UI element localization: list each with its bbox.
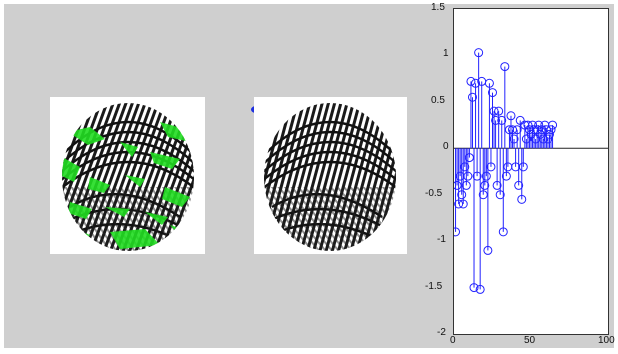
stem-marker: [464, 153, 474, 163]
stem-marker: [481, 171, 491, 181]
stem-marker: [484, 78, 494, 88]
stem-marker: [534, 120, 544, 130]
stem-marker: [474, 48, 484, 58]
y-tick-label: -1: [437, 234, 446, 246]
stem-marker: [454, 227, 461, 237]
y-tick-label: 0: [443, 141, 449, 153]
stem-marker: [492, 180, 502, 190]
stem-marker: [532, 125, 542, 135]
stem-marker: [498, 227, 508, 237]
stem-marker: [528, 120, 538, 130]
stem-marker: [469, 283, 479, 293]
stem-marker: [488, 88, 497, 98]
stem-marker: [537, 125, 547, 135]
stem-marker: [461, 180, 471, 190]
y-tick-label: -1.5: [425, 280, 443, 292]
stem-marker: [517, 194, 527, 204]
stem-marker: [466, 76, 476, 86]
stem-marker: [500, 62, 510, 72]
stem-marker: [518, 162, 528, 172]
fingerprint-right-svg: [264, 103, 396, 251]
x-tick-label: 0: [450, 335, 456, 346]
stem-marker: [501, 171, 511, 181]
stem-marker: [480, 180, 490, 190]
stem-marker: [508, 125, 518, 135]
stem-marker: [543, 134, 553, 144]
stem-marker: [460, 162, 470, 172]
stem-marker: [538, 134, 548, 144]
stem-marker: [467, 92, 477, 102]
x-tick-label: 50: [524, 335, 536, 346]
stem-plot-axes: [453, 8, 609, 335]
stem-marker: [535, 129, 545, 139]
stem-marker: [483, 245, 493, 255]
stem-marker: [509, 134, 519, 144]
stem-marker: [454, 199, 464, 209]
y-tick-label: 1: [443, 48, 449, 60]
stem-marker: [512, 125, 522, 135]
stem-marker: [514, 180, 524, 190]
stem-marker: [515, 115, 525, 125]
stem-marker: [472, 171, 482, 181]
stem-marker: [478, 190, 488, 200]
stem-marker: [475, 284, 485, 294]
fingerprint-left-svg: [62, 103, 194, 251]
stem-marker: [491, 115, 501, 125]
stem-marker: [457, 190, 467, 200]
stem-marker: [523, 120, 533, 130]
stem-marker: [463, 171, 473, 181]
stem-marker: [546, 125, 556, 135]
stem-marker: [495, 190, 505, 200]
stem-marker: [521, 134, 531, 144]
stem-marker: [526, 129, 536, 139]
y-tick-label: -2: [437, 327, 446, 338]
fingerprint-image-left: [50, 97, 205, 254]
stem-marker: [548, 120, 558, 130]
y-tick-label: 1.5: [431, 2, 445, 13]
stem-plot-svg: [454, 48, 608, 294]
stem-marker: [471, 78, 481, 88]
fingerprint-image-right: [254, 97, 407, 254]
stem-marker: [454, 180, 462, 190]
stem-marker: [494, 106, 504, 116]
stem-marker: [458, 199, 468, 209]
y-tick-label: -0.5: [425, 187, 443, 199]
stem-marker: [489, 106, 499, 116]
stem-marker: [486, 162, 496, 172]
y-tick-label: 0.5: [431, 94, 445, 106]
x-tick-label: 100: [598, 335, 615, 346]
minutiae-overlay: [62, 122, 190, 249]
stem-marker: [541, 125, 551, 135]
stem-marker: [497, 115, 507, 125]
stem-marker: [544, 129, 554, 139]
stem-marker: [506, 111, 516, 121]
